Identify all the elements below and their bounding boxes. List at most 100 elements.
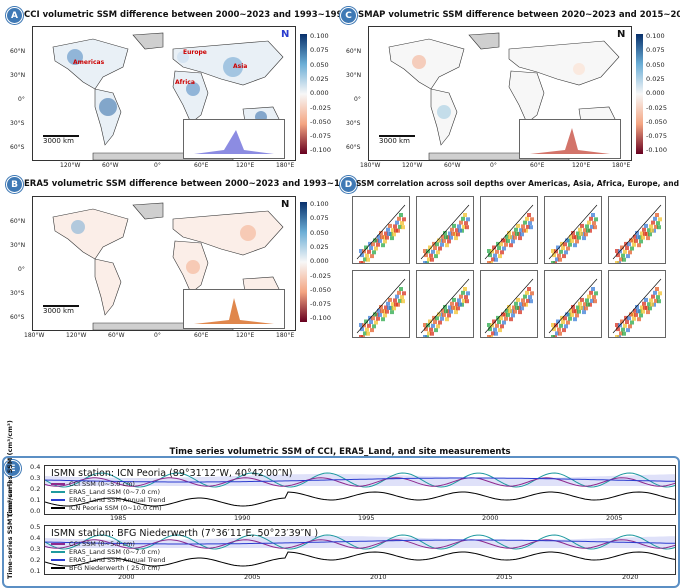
ts-bottom-legend: CCI SSM (0~5.0 cm) ERA5_Land SSM (0~7.0 … [51,540,165,572]
ts-bottom: Time-series SSM (cm³/cm³) ISMN station: … [0,481,680,583]
north-arrow: N [281,29,290,40]
ts-bottom-xtick-3: 2015 [496,573,513,581]
panel-b-badge: B [6,176,23,193]
colorbar-label: -0.025 [310,103,331,112]
panel-e-title: Time series volumetric SSM of CCI, ERA5_… [169,447,511,457]
colorbar-label: 0.100 [310,200,329,208]
region-europe: Europe [183,49,207,56]
colorbar-label: 0.100 [646,32,665,40]
scatter-cell [608,270,666,338]
scatter-cell [480,196,538,264]
ts-top: Time-series SSM (cm³/cm³) ISMN station: … [0,420,680,522]
ts-top-ytick-2: 0.2 [30,485,41,493]
ts-bottom-xtick-4: 2020 [622,573,639,581]
trend-line [45,539,675,545]
colorbar-label: -0.050 [310,285,331,294]
scatter-cell [480,270,538,338]
ts-bottom-plot: ISMN station: BFG Niederwerth (7°36′11″E… [44,525,676,575]
lon-180e-c: 180°E [612,162,631,169]
scatter-cell [608,196,666,264]
colorbar-label: 0.075 [646,46,665,55]
ts-bottom-ylabel: Time-series SSM (cm³/cm³) [6,481,14,579]
colorbar-label: -0.075 [310,132,331,141]
lon-180e: 180°E [276,162,295,169]
scale-bar: 3000 km [43,135,79,145]
ts-top-xtick-2: 1995 [358,514,375,522]
colorbar-a [300,34,307,154]
lon-180w-c: 180°W [360,162,381,169]
region-africa: Africa [175,79,195,86]
panel-c-badge: C [340,7,357,24]
ts-top-xtick-4: 2005 [606,514,623,522]
colorbar-label: -0.050 [646,117,667,126]
legend-cci: CCI SSM (0~5.0 cm) [51,480,165,488]
colorbar-label: 0.075 [310,46,329,55]
panel-b-title: ERA5 volumetric SSM difference between 2… [24,179,358,189]
scale-label: 3000 km [43,137,74,145]
lat-0-b: 0° [18,266,25,273]
lon-0-c: 0° [490,162,497,169]
histogram-inset-b [183,289,285,329]
scatter-grid [348,196,670,342]
lat-60s: 60°S [10,144,25,151]
ts-bottom-svg [45,534,675,567]
lat-0-c: 0° [354,96,361,103]
lon-120e-c: 120°E [572,162,591,169]
ts-top-xtick-1: 1990 [234,514,251,522]
colorbar-label: 0.025 [646,74,665,83]
legend-cci-b: CCI SSM (0~5.0 cm) [51,540,165,548]
lon-60e: 60°E [194,162,209,169]
panel-c-title: SMAP volumetric SSM difference between 2… [358,10,680,20]
lon-120e: 120°E [236,162,255,169]
trend-band [45,536,675,548]
panel-a-map: Americas Europe Asia Africa N 3000 km [32,26,296,161]
ts-top-ytick-4: 0.0 [30,507,41,515]
panel-b: B ERA5 volumetric SSM difference between… [4,176,358,346]
histogram-inset [183,119,285,159]
ts-top-legend: CCI SSM (0~5.0 cm) ERA5_Land SSM (0~7.0 … [51,480,165,512]
lat-30n: 30°N [10,72,26,79]
ts-bottom-ytick-3: 0.2 [30,556,41,564]
lon-60e-b: 60°E [194,332,209,339]
colorbar-c [636,34,643,154]
histogram-inset-c [519,119,621,159]
north-label-b: N [281,199,290,210]
region-americas: Americas [73,59,105,66]
panel-a-title: CCI volumetric SSM difference between 20… [24,10,349,20]
ts-top-station: ISMN station: ICN Peoria (89°31′12″W, 40… [51,468,293,479]
scale-bar-b: 3000 km [43,305,79,315]
lat-30s-c: 30°S [346,120,361,127]
ts-bottom-xtick-0: 2000 [118,573,135,581]
colorbar-label: -0.100 [646,146,667,155]
legend-era5-b: ERA5_Land SSM (0~7.0 cm) [51,548,165,556]
lon-120e-b: 120°E [236,332,255,339]
colorbar-label: 0.050 [310,60,329,69]
site-line [45,491,675,507]
lat-30n-c: 30°N [346,72,362,79]
scatter-cell [416,270,474,338]
scatter-cell [416,196,474,264]
lat-30n-b: 30°N [10,242,26,249]
ts-bottom-ytick-0: 0.5 [30,523,41,531]
colorbar-label: -0.075 [646,132,667,141]
ts-bottom-ytick-1: 0.4 [30,534,41,542]
site-line [45,551,675,567]
legend-site-b: BFG Niederwerth ( 25.0 cm) [51,564,165,572]
colorbar-label: 0.025 [310,242,329,251]
ts-bottom-xtick-2: 2010 [370,573,387,581]
panel-c: C SMAP volumetric SSM difference between… [340,4,680,174]
colorbar-label: 0.000 [646,89,665,98]
lon-180e-b: 180°E [276,332,295,339]
colorbar-label: -0.050 [310,117,331,126]
lat-60n-c: 60°N [346,48,362,55]
legend-site: ICN Peoria SSM (0~10.0 cm) [51,504,165,512]
colorbar-label: 0.025 [310,74,329,83]
panel-d-title: SSM correlation across soil depths over … [356,179,680,188]
lon-120w: 120°W [60,162,81,169]
ts-top-ytick-3: 0.1 [30,496,41,504]
scatter-cell [352,196,410,264]
colorbar-label: -0.025 [646,103,667,112]
lon-180w-b: 180°W [24,332,45,339]
ssm-hotspots [67,49,267,123]
ts-top-svg [45,472,675,507]
